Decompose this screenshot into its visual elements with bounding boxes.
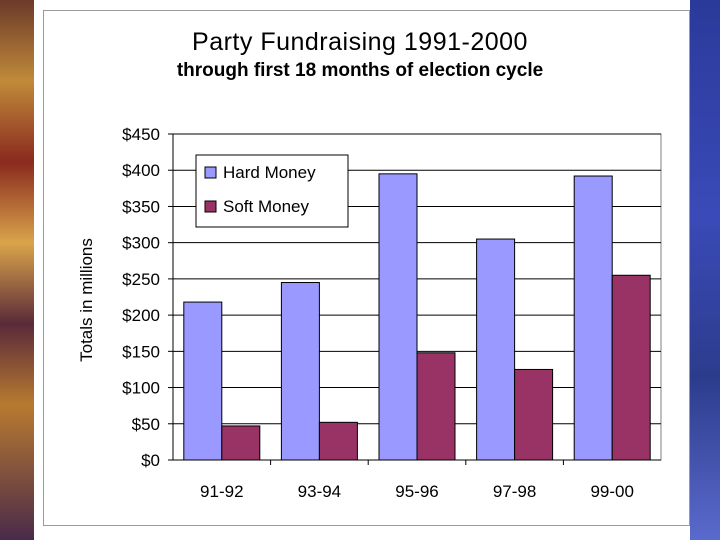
y-tick-label: $100 [122,379,160,398]
y-axis-label: Totals in millions [77,238,96,362]
legend-box [195,154,349,228]
legend-label-hard-money: Hard Money [223,163,316,182]
bar-soft-money-93-94 [318,421,358,461]
legend-swatch-soft-money [204,200,217,213]
y-tick-label: $250 [122,270,160,289]
legend-label-soft-money: Soft Money [223,197,309,216]
y-tick-label: $450 [122,125,160,144]
background-right-decoration [690,0,720,540]
bar-hard-money-93-94 [280,282,320,461]
bar-hard-money-91-92 [183,301,223,461]
y-tick-label: $50 [132,415,160,434]
bar-hard-money-99-00 [573,175,613,461]
y-tick-label: $0 [141,451,160,470]
x-tick-label: 95-96 [395,482,438,501]
y-tick-label: $200 [122,306,160,325]
bar-soft-money-99-00 [611,274,651,461]
bar-soft-money-95-96 [416,352,456,461]
y-tick-label: $350 [122,197,160,216]
chart-subtitle: through first 18 months of election cycl… [176,60,544,81]
x-tick-label: 93-94 [298,482,341,501]
bar-hard-money-95-96 [378,173,418,461]
legend-swatch-hard-money [204,166,217,179]
y-tick-label: $150 [122,342,160,361]
y-tick-label: $400 [122,161,160,180]
chart-title: Party Fundraising 1991-2000 [192,28,528,56]
bar-soft-money-91-92 [221,425,261,461]
bar-soft-money-97-98 [514,368,554,461]
y-tick-label: $300 [122,234,160,253]
bar-hard-money-97-98 [476,238,516,461]
x-tick-label: 97-98 [493,482,536,501]
x-tick-label: 99-00 [590,482,633,501]
x-tick-label: 91-92 [200,482,243,501]
background-left-decoration [0,0,34,540]
